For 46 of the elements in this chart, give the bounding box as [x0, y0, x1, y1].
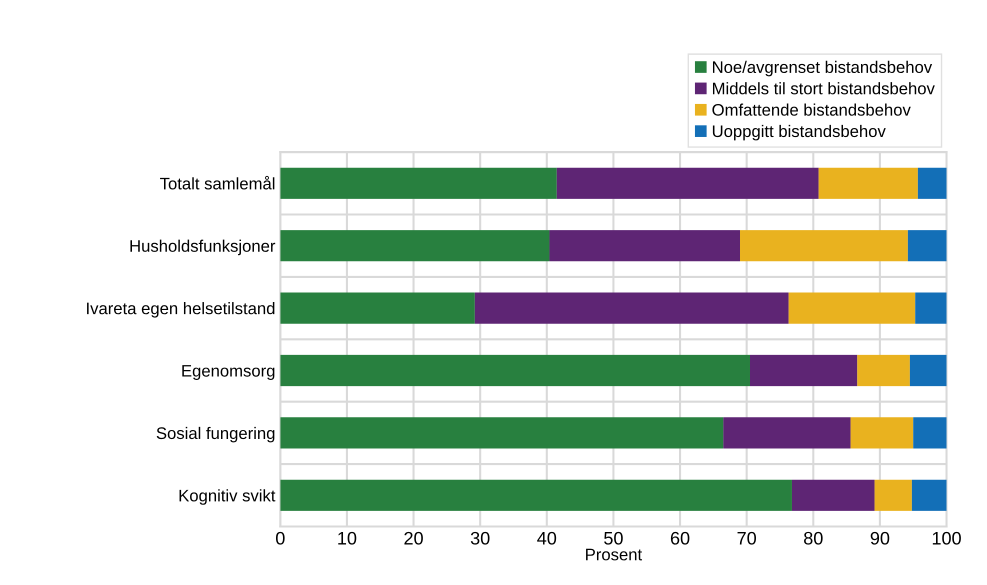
- bar: [549, 230, 740, 262]
- bar: [280, 417, 724, 448]
- bar: [280, 354, 750, 386]
- x-tick-label: 80: [804, 532, 823, 545]
- bar: [910, 354, 947, 386]
- bar: [913, 417, 947, 448]
- bar: [740, 230, 908, 262]
- bar: [915, 292, 947, 324]
- bar: [912, 480, 947, 511]
- y-tick-label: Egenomsorg: [182, 365, 274, 380]
- x-tick-label: 70: [738, 532, 756, 545]
- x-tick-label: 40: [537, 532, 556, 545]
- bar: [874, 480, 912, 511]
- y-tick-label: Husholdsfunksjoner: [130, 240, 276, 256]
- legend-label: Noe/avgrenset bistandsbehov: [712, 60, 932, 76]
- bar: [788, 292, 916, 324]
- bar: [908, 230, 947, 262]
- y-tick-label: Ivareta egen helsetilstand: [87, 302, 274, 318]
- x-tick-label: 30: [470, 532, 490, 545]
- x-tick-label: 50: [604, 532, 623, 545]
- bar: [280, 292, 475, 324]
- bar: [280, 480, 792, 511]
- bar: [556, 168, 819, 199]
- bar: [280, 230, 550, 262]
- bar: [857, 354, 910, 386]
- bar: [723, 417, 851, 448]
- x-tick-label: 100: [932, 532, 961, 545]
- bar: [850, 417, 914, 448]
- bar: [918, 168, 947, 199]
- legend-label: Uoppgitt bistandsbehov: [712, 124, 886, 140]
- x-tick-label: 0: [276, 532, 285, 545]
- bar: [750, 354, 858, 386]
- y-tick-label: Kognitiv svikt: [180, 489, 276, 505]
- x-tick-label: 20: [404, 532, 423, 545]
- bar: [474, 292, 789, 324]
- bar: [818, 168, 918, 199]
- x-axis-title: Prosent: [586, 548, 642, 560]
- legend-label: Omfattende bistandsbehov: [712, 104, 911, 116]
- legend-label: Middels til stort bistandsbehov: [712, 82, 935, 94]
- x-tick-label: 10: [338, 532, 356, 545]
- x-tick-label: 90: [870, 532, 890, 545]
- bar: [280, 168, 557, 199]
- x-tick-label: 60: [670, 532, 690, 545]
- bar: [792, 480, 875, 511]
- y-tick-label: Totalt samlemål: [160, 176, 274, 190]
- y-tick-label: Sosial fungering: [156, 426, 274, 442]
